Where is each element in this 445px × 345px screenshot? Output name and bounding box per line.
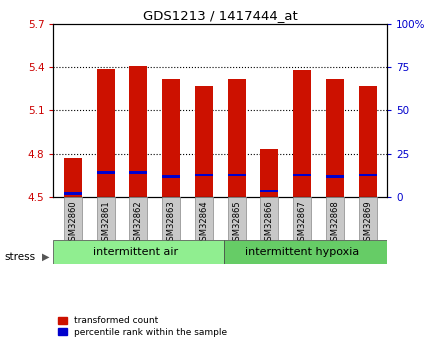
Text: GSM32865: GSM32865: [232, 200, 241, 246]
Text: GSM32868: GSM32868: [330, 200, 339, 246]
Text: GSM32869: GSM32869: [363, 200, 372, 246]
Text: GSM32862: GSM32862: [134, 200, 143, 246]
Bar: [162, 175, 180, 178]
Text: stress: stress: [4, 252, 36, 262]
Title: GDS1213 / 1417444_at: GDS1213 / 1417444_at: [143, 9, 298, 22]
Bar: [260, 190, 279, 192]
FancyBboxPatch shape: [223, 240, 387, 264]
Bar: [293, 70, 311, 197]
Text: GSM32864: GSM32864: [199, 200, 208, 246]
Bar: [293, 174, 311, 176]
Bar: [326, 175, 344, 178]
Bar: [326, 79, 344, 197]
FancyBboxPatch shape: [97, 197, 115, 240]
Bar: [359, 86, 376, 197]
FancyBboxPatch shape: [228, 197, 246, 240]
Text: GSM32867: GSM32867: [298, 200, 307, 246]
Bar: [228, 79, 246, 197]
Bar: [129, 171, 147, 174]
Text: GSM32866: GSM32866: [265, 200, 274, 246]
Bar: [97, 69, 115, 197]
Text: GSM32860: GSM32860: [69, 200, 77, 246]
Text: intermittent hypoxia: intermittent hypoxia: [245, 247, 359, 257]
FancyBboxPatch shape: [162, 197, 180, 240]
Bar: [195, 86, 213, 197]
Text: ▶: ▶: [42, 252, 50, 262]
FancyBboxPatch shape: [64, 197, 82, 240]
Bar: [195, 174, 213, 176]
FancyBboxPatch shape: [195, 197, 213, 240]
FancyBboxPatch shape: [53, 240, 223, 264]
FancyBboxPatch shape: [293, 197, 311, 240]
Bar: [64, 158, 82, 197]
Bar: [359, 174, 376, 176]
Bar: [129, 66, 147, 197]
FancyBboxPatch shape: [260, 197, 279, 240]
FancyBboxPatch shape: [129, 197, 147, 240]
Text: GSM32863: GSM32863: [167, 200, 176, 246]
Text: intermittent air: intermittent air: [93, 247, 178, 257]
FancyBboxPatch shape: [359, 197, 376, 240]
Bar: [97, 171, 115, 174]
Bar: [162, 79, 180, 197]
Bar: [228, 174, 246, 176]
FancyBboxPatch shape: [326, 197, 344, 240]
Legend: transformed count, percentile rank within the sample: transformed count, percentile rank withi…: [58, 316, 227, 337]
Text: GSM32861: GSM32861: [101, 200, 110, 246]
Bar: [64, 193, 82, 195]
Bar: [260, 149, 279, 197]
